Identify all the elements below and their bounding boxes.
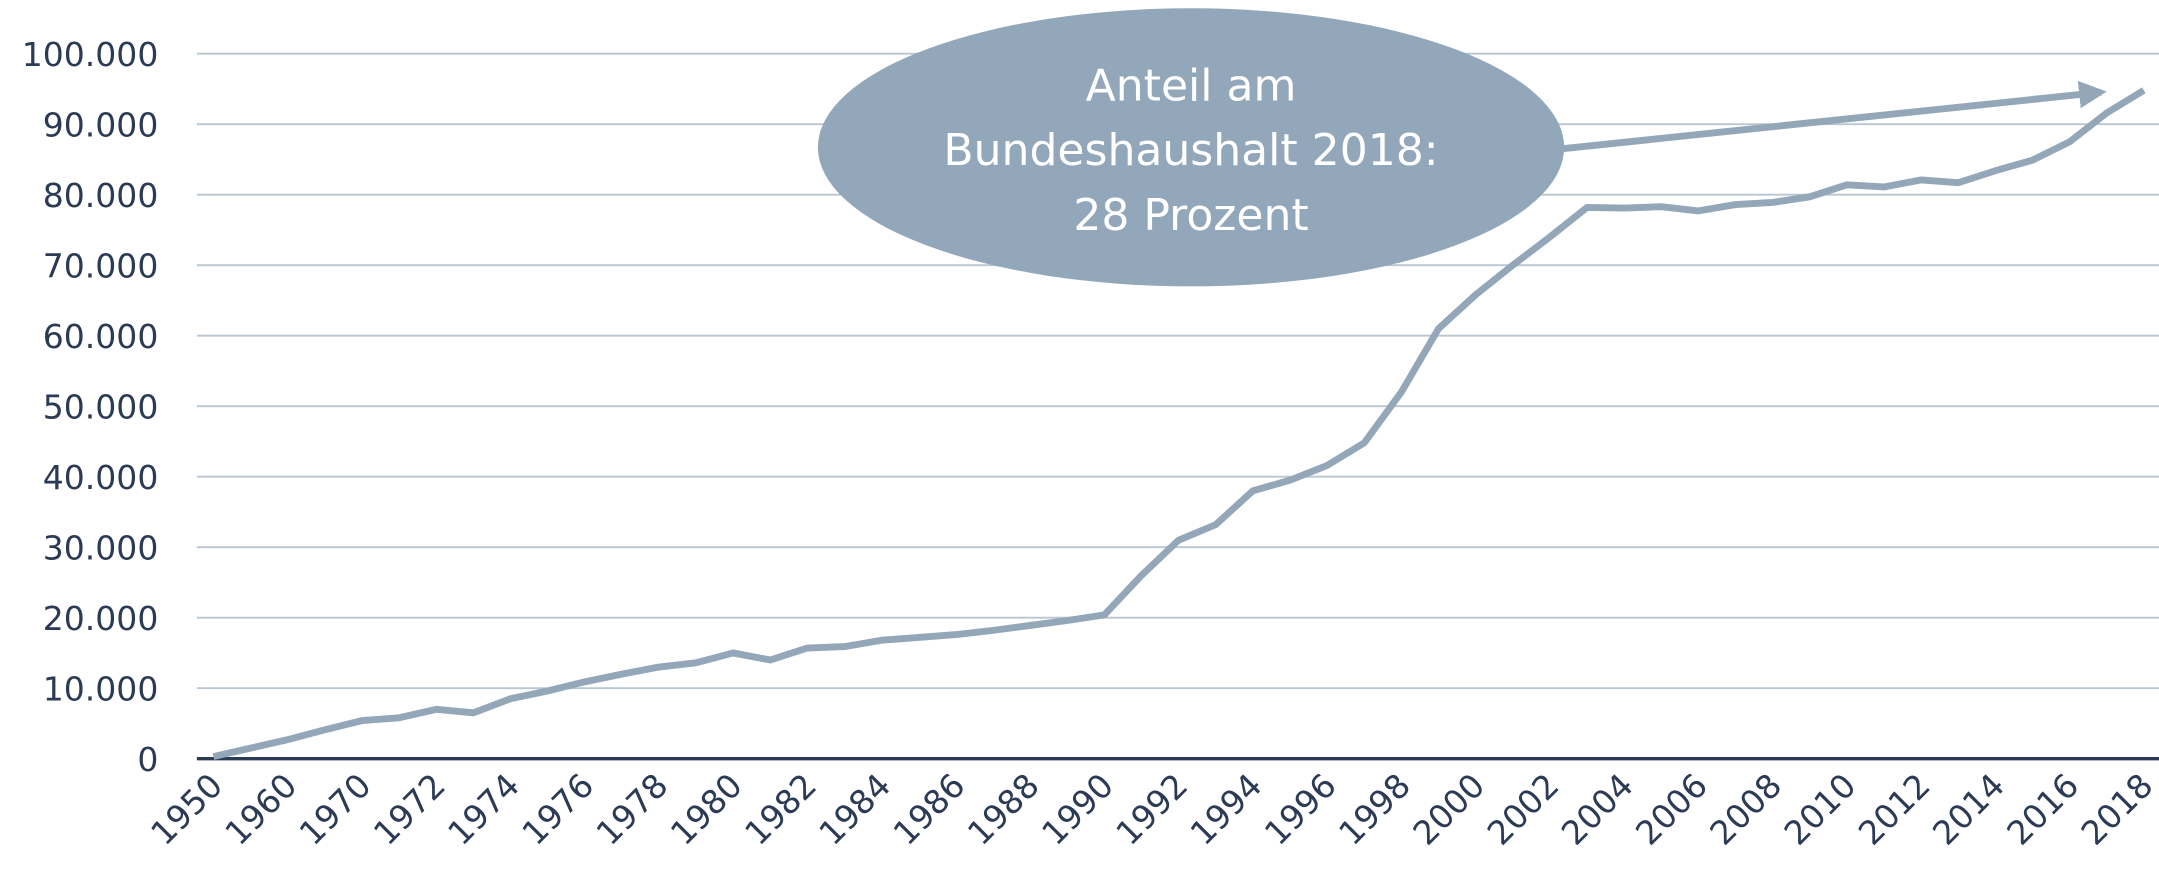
- data-line: [212, 87, 2146, 760]
- y-tick-label: 60.000: [43, 317, 159, 356]
- x-tick-label: 1996: [1257, 766, 1344, 853]
- x-tick-label: 2002: [1480, 766, 1567, 853]
- y-tick-label: 40.000: [43, 458, 159, 497]
- y-tick-label: 0: [137, 740, 158, 779]
- y-tick-label: 80.000: [43, 176, 159, 215]
- x-tick-label: 2006: [1628, 766, 1715, 853]
- y-tick-label: 90.000: [43, 106, 159, 145]
- x-tick-label: 1988: [960, 766, 1047, 853]
- x-tick-label: 2004: [1554, 766, 1641, 853]
- x-tick-label: 2000: [1405, 766, 1492, 853]
- x-tick-label: 1982: [737, 766, 824, 853]
- x-tick-label: 1990: [1034, 766, 1121, 853]
- x-tick-label: 1960: [217, 766, 304, 853]
- x-tick-label: 2018: [2074, 766, 2159, 853]
- x-tick-label: 1974: [440, 766, 527, 853]
- plot: [212, 87, 2146, 760]
- annotation-text: Bundeshaushalt 2018:: [943, 125, 1438, 176]
- x-tick-label: 1970: [292, 766, 379, 853]
- x-tick-label: 2010: [1777, 766, 1864, 853]
- annotation-text: 28 Prozent: [1073, 190, 1308, 241]
- x-tick-label: 1986: [886, 766, 973, 853]
- x-tick-label: 1994: [1183, 766, 1270, 853]
- x-tick-label: 1980: [663, 766, 750, 853]
- x-tick-label: 2008: [1702, 766, 1789, 853]
- y-tick-label: 10.000: [43, 670, 159, 709]
- x-tick-label: 1998: [1331, 766, 1418, 853]
- y-tick-label: 20.000: [43, 599, 159, 638]
- annotation-arrow: [1562, 80, 2107, 153]
- x-tick-label: 1992: [1108, 766, 1195, 853]
- y-tick-label: 50.000: [43, 388, 159, 427]
- x-tick-label: 2016: [1999, 766, 2086, 853]
- x-tick-label: 2012: [1851, 766, 1938, 853]
- x-tick-label: 1976: [514, 766, 601, 853]
- x-tick-label: 1978: [589, 766, 676, 853]
- x-tick-label: 2014: [1925, 766, 2012, 853]
- y-tick-label: 70.000: [43, 247, 159, 286]
- x-tick-label: 1972: [366, 766, 453, 853]
- y-tick-label: 100.000: [22, 35, 159, 74]
- x-tick-label: 1984: [811, 766, 898, 853]
- annotation-text: Anteil am: [1086, 61, 1297, 112]
- y-tick-label: 30.000: [43, 529, 159, 568]
- annotation: Anteil am Bundeshaushalt 2018: 28 Prozent: [943, 61, 1438, 241]
- annotation-bubble: [817, 8, 1565, 287]
